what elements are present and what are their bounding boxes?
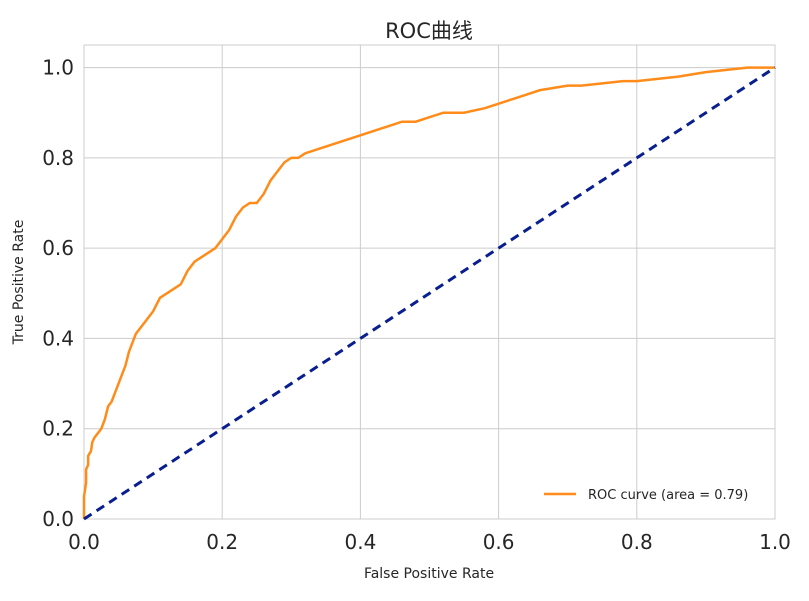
chance-diagonal-line <box>83 66 776 521</box>
chart-title: ROC曲线 <box>385 19 473 43</box>
y-tick-label: 0.8 <box>42 146 74 170</box>
plot-frame <box>83 44 776 520</box>
x-tick-label: 0.4 <box>344 530 376 554</box>
legend-entry-label: ROC curve (area = 0.79) <box>588 488 748 503</box>
legend: ROC curve (area = 0.79) <box>544 488 748 503</box>
roc-curve-line <box>82 66 775 519</box>
y-tick-label: 0.2 <box>42 417 74 441</box>
y-tick-label: 0.4 <box>42 326 74 350</box>
plot-area <box>82 66 776 521</box>
y-axis-label: True Positive Rate <box>11 220 27 346</box>
axes: 0.0 0.2 0.4 0.6 0.8 1.0 0.0 0.2 0.4 0.6 0.8 1.0 <box>42 56 791 554</box>
y-tick-label: 0.6 <box>42 236 74 260</box>
x-tick-label: 0.0 <box>68 530 100 554</box>
x-tick-label: 0.2 <box>206 530 238 554</box>
x-tick-label: 0.6 <box>483 530 515 554</box>
x-tick-label: 1.0 <box>759 530 791 554</box>
grid <box>83 44 776 520</box>
y-tick-label: 0.0 <box>42 507 74 531</box>
x-tick-label: 0.8 <box>621 530 653 554</box>
x-axis-label: False Positive Rate <box>364 566 494 582</box>
y-tick-label: 1.0 <box>42 56 74 80</box>
